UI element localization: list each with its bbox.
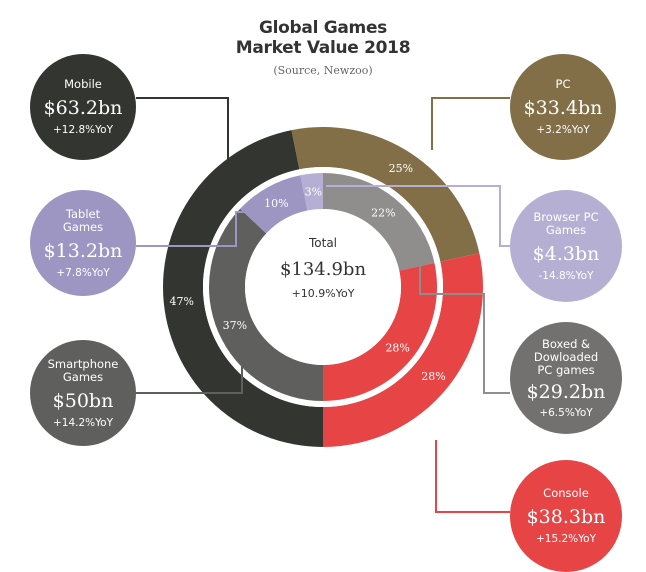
connector-tablet [136, 211, 255, 247]
inner-ring-slice-browser-pc-games [300, 173, 323, 211]
inner-ring-slice-console [323, 263, 437, 401]
chart-subtitle: (Source, Newzoo) [273, 64, 373, 77]
bubble-label: PC [555, 77, 571, 91]
inner-ring-label-tablet-games: 10% [264, 197, 288, 210]
bubble-value: $50bn [52, 389, 114, 412]
connector-mobile [136, 97, 229, 165]
outer-ring-label-mobile: 47% [169, 295, 193, 308]
bubble-yoy: +14.2%YoY [52, 416, 113, 429]
bubble-label: Browser PC Games [533, 209, 599, 237]
donut-chart: 47% 25% 28% 37% 10% 3% 22% 28% [136, 97, 510, 513]
inner-ring-label-smartphone-games: 37% [223, 319, 247, 332]
bubble-console: Console $38.3bn +15.2%YoY [510, 460, 622, 572]
inner-ring-label-boxed-dowloaded-pc-games: 22% [371, 206, 395, 219]
chart-title-block: Global Games Market Value 2018 (Source, … [0, 18, 646, 77]
bubble-yoy: +3.2%YoY [536, 124, 590, 136]
bubble-tablet-games: Tablet Games $13.2bn +7.8%YoY [30, 190, 136, 296]
inner-ring-label-browser-pc-games: 3% [305, 185, 322, 198]
outer-ring-label-pc: 25% [389, 162, 413, 175]
bubble-yoy: -14.8%YoY [538, 269, 594, 282]
bubble-yoy: +7.8%YoY [56, 266, 110, 279]
connector-pc [431, 97, 510, 150]
bubble-label: Console [543, 486, 589, 500]
total-summary: Total $134.9bn +10.9%YoY [263, 236, 383, 300]
inner-ring-slice-tablet-games [240, 175, 308, 234]
connector-browser [326, 185, 510, 247]
chart-title-line1: Global Games [258, 18, 388, 38]
bubble-mobile: Mobile $63.2bn +12.8%YoY [30, 54, 136, 160]
outer-ring-slice-pc [291, 127, 480, 262]
outer-ring-label-console: 28% [421, 370, 445, 383]
bubble-label: Mobile [64, 77, 102, 91]
bubble-yoy: +12.8%YoY [52, 124, 113, 136]
bubble-label: Boxed & Dowloaded PC games [533, 336, 599, 377]
bubble-value: $63.2bn [43, 97, 123, 119]
inner-ring-label-console: 28% [385, 341, 409, 354]
total-yoy: +10.9%YoY [291, 287, 355, 300]
bubble-pc: PC $33.4bn +3.2%YoY [510, 54, 616, 160]
bubble-value: $38.3bn [526, 506, 606, 528]
connector-boxed [419, 265, 510, 394]
bubble-smartphone-games: Smartphone Games $50bn +14.2%YoY [30, 340, 136, 446]
bubble-yoy: +15.2%YoY [535, 533, 596, 545]
bubble-yoy: +6.5%YoY [539, 406, 593, 419]
bubble-label: Smartphone Games [47, 356, 119, 384]
connector-console [435, 440, 510, 513]
outer-ring-slice-console [323, 253, 483, 447]
connector-smartphone [136, 365, 243, 394]
chart-title-line2: Market Value 2018 [235, 38, 411, 58]
total-label: Total [308, 236, 338, 250]
bubble-value: $29.2bn [526, 380, 606, 403]
donut-center [245, 209, 401, 365]
inner-ring-slice-boxed-dowloaded-pc-games [323, 173, 435, 271]
bubble-label: Tablet Games [62, 206, 104, 234]
bubble-value: $33.4bn [523, 97, 603, 119]
bubble-browser-pc-games: Browser PC Games $4.3bn -14.8%YoY [510, 190, 622, 302]
total-value: $134.9bn [279, 259, 367, 280]
bubble-value: $13.2bn [43, 239, 123, 262]
bubble-boxed-pc-games: Boxed & Dowloaded PC games $29.2bn +6.5%… [510, 322, 622, 434]
outer-ring-slice-mobile [162, 130, 323, 448]
inner-ring-slice-smartphone-games [209, 208, 323, 401]
bubble-value: $4.3bn [532, 242, 600, 265]
